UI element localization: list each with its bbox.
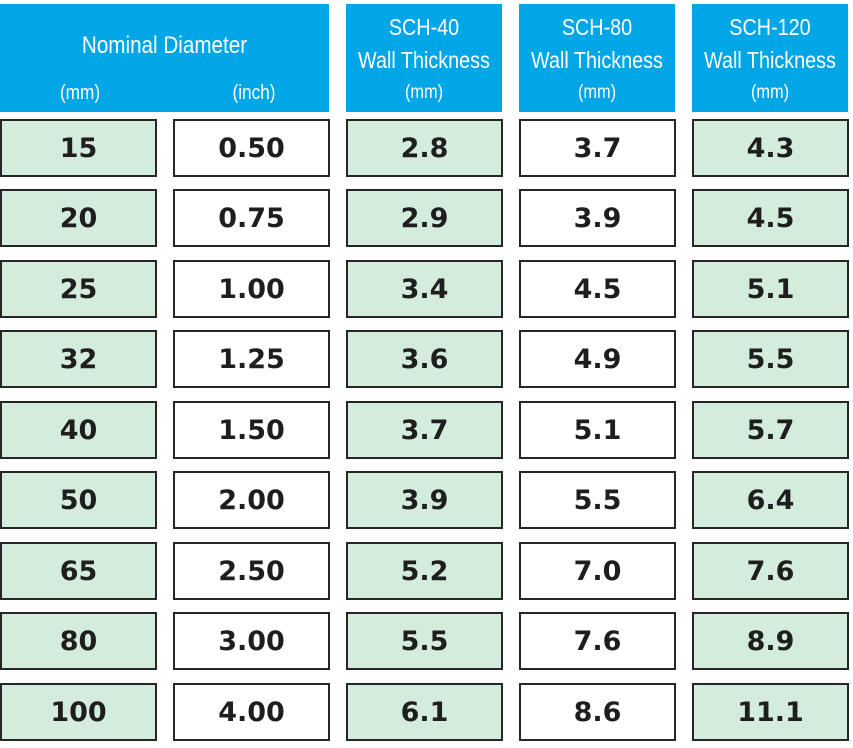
header-sch80-unit: (mm) bbox=[577, 82, 617, 103]
header-sch120-unit: (mm) bbox=[750, 82, 790, 103]
cell-sch40: 3.7 bbox=[346, 401, 503, 459]
cell-diameter-mm: 40 bbox=[0, 401, 157, 459]
cell-sch80: 4.5 bbox=[519, 260, 676, 318]
header-sch40: SCH-40 Wall Thickness (mm) bbox=[346, 4, 502, 112]
cell-sch120: 5.1 bbox=[692, 260, 849, 318]
cell-diameter-inch: 4.00 bbox=[173, 683, 330, 741]
header-sch120-title: SCH-120 bbox=[729, 14, 811, 40]
cell-diameter-inch: 0.50 bbox=[173, 119, 330, 177]
header-nominal-diameter-unit-inch: (inch) bbox=[232, 82, 276, 104]
cell-diameter-inch: 0.75 bbox=[173, 189, 330, 247]
cell-sch80: 3.9 bbox=[519, 189, 676, 247]
header-sch80-title: SCH-80 bbox=[561, 14, 633, 40]
cell-sch120: 5.7 bbox=[692, 401, 849, 459]
cell-sch80: 5.1 bbox=[519, 401, 676, 459]
header-sch120: SCH-120 Wall Thickness (mm) bbox=[692, 4, 848, 112]
cell-sch40: 6.1 bbox=[346, 683, 503, 741]
cell-diameter-inch: 1.25 bbox=[173, 330, 330, 388]
cell-sch120: 8.9 bbox=[692, 612, 849, 670]
cell-sch80: 4.9 bbox=[519, 330, 676, 388]
header-nominal-diameter-unit-mm: (mm) bbox=[59, 82, 101, 104]
cell-diameter-inch: 3.00 bbox=[173, 612, 330, 670]
cell-diameter-inch: 2.50 bbox=[173, 542, 330, 600]
cell-diameter-inch: 1.00 bbox=[173, 260, 330, 318]
cell-diameter-mm: 20 bbox=[0, 189, 157, 247]
cell-diameter-mm: 65 bbox=[0, 542, 157, 600]
cell-sch120: 7.6 bbox=[692, 542, 849, 600]
cell-diameter-mm: 15 bbox=[0, 119, 157, 177]
header-sch80-subtitle: Wall Thickness bbox=[531, 47, 663, 73]
cell-diameter-inch: 1.50 bbox=[173, 401, 330, 459]
cell-diameter-mm: 25 bbox=[0, 260, 157, 318]
cell-sch40: 3.9 bbox=[346, 471, 503, 529]
cell-diameter-mm: 100 bbox=[0, 683, 157, 741]
cell-sch120: 5.5 bbox=[692, 330, 849, 388]
cell-sch40: 3.4 bbox=[346, 260, 503, 318]
cell-diameter-mm: 32 bbox=[0, 330, 157, 388]
cell-diameter-mm: 50 bbox=[0, 471, 157, 529]
cell-sch120: 11.1 bbox=[692, 683, 849, 741]
cell-sch120: 4.5 bbox=[692, 189, 849, 247]
header-sch120-subtitle: Wall Thickness bbox=[704, 47, 836, 73]
cell-sch40: 2.9 bbox=[346, 189, 503, 247]
cell-sch120: 6.4 bbox=[692, 471, 849, 529]
header-sch40-unit: (mm) bbox=[404, 82, 444, 103]
cell-sch80: 7.0 bbox=[519, 542, 676, 600]
cell-sch80: 5.5 bbox=[519, 471, 676, 529]
header-nominal-diameter: Nominal Diameter (mm) (inch) bbox=[0, 4, 329, 112]
cell-diameter-mm: 80 bbox=[0, 612, 157, 670]
header-sch80: SCH-80 Wall Thickness (mm) bbox=[519, 4, 675, 112]
cell-sch80: 3.7 bbox=[519, 119, 676, 177]
cell-sch40: 3.6 bbox=[346, 330, 503, 388]
header-sch40-title: SCH-40 bbox=[388, 14, 460, 40]
cell-diameter-inch: 2.00 bbox=[173, 471, 330, 529]
header-nominal-diameter-title: Nominal Diameter bbox=[81, 32, 248, 59]
cell-sch80: 8.6 bbox=[519, 683, 676, 741]
cell-sch40: 2.8 bbox=[346, 119, 503, 177]
header-sch40-subtitle: Wall Thickness bbox=[358, 47, 490, 73]
cell-sch40: 5.2 bbox=[346, 542, 503, 600]
cell-sch40: 5.5 bbox=[346, 612, 503, 670]
cell-sch120: 4.3 bbox=[692, 119, 849, 177]
cell-sch80: 7.6 bbox=[519, 612, 676, 670]
